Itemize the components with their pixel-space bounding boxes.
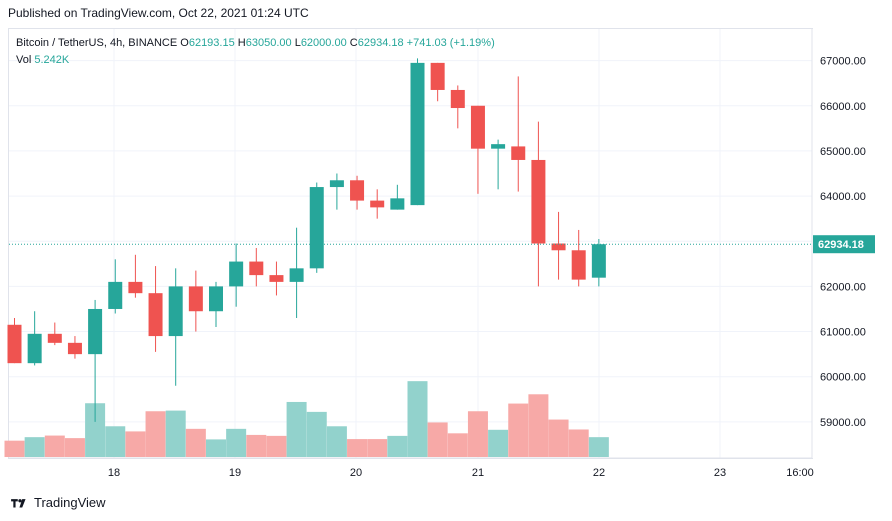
candle-body xyxy=(249,261,264,276)
candle-body xyxy=(47,333,62,343)
y-tick-label: 64000.00 xyxy=(820,191,866,203)
candle-body xyxy=(470,105,485,149)
low-label: L xyxy=(294,37,301,49)
volume-bar xyxy=(407,381,428,457)
candle-body xyxy=(269,275,284,282)
y-tick-label: 61000.00 xyxy=(820,327,866,339)
candle-body xyxy=(390,198,405,210)
candle-body xyxy=(27,333,42,364)
candle-body xyxy=(370,200,385,208)
volume-bar xyxy=(467,411,488,457)
volume-bar xyxy=(286,401,307,457)
volume-row: Vol 5.242K xyxy=(16,52,495,69)
volume-bar xyxy=(326,426,347,457)
footer-brand[interactable]: TradingView xyxy=(10,495,106,510)
candle-body xyxy=(491,144,506,149)
high-label: H xyxy=(237,37,246,49)
volume-bar xyxy=(508,403,529,457)
candle-body xyxy=(88,308,103,355)
candle-body xyxy=(410,62,425,206)
candle-body xyxy=(7,324,22,364)
open-value: 62193.15 xyxy=(188,37,235,49)
candle-body xyxy=(67,342,82,355)
volume-bar xyxy=(64,438,85,457)
volume-bar xyxy=(206,439,226,457)
volume-bar xyxy=(447,433,468,457)
x-tick-label: 18 xyxy=(108,467,120,479)
volume-bar xyxy=(44,435,65,457)
volume-label: Vol xyxy=(16,54,32,66)
y-tick-label: 59000.00 xyxy=(820,417,866,429)
y-tick-label: 60000.00 xyxy=(820,372,866,384)
candle-body xyxy=(209,286,223,312)
volume-bar xyxy=(4,440,25,457)
low-value: 62000.00 xyxy=(300,37,347,49)
volume-bar xyxy=(125,431,146,457)
close-value: 62934.18 xyxy=(357,37,404,49)
candle-body xyxy=(128,281,143,294)
candle-body xyxy=(168,286,183,337)
volume-bar xyxy=(488,429,509,457)
candle-body xyxy=(329,180,344,188)
candle-body xyxy=(188,286,203,312)
volume-bar xyxy=(568,429,589,457)
open-label: O xyxy=(180,37,189,49)
volume-value: 5.242K xyxy=(34,54,70,66)
y-tick-label: 67000.00 xyxy=(820,56,866,68)
volume-bar xyxy=(185,428,206,457)
x-tick-label: 19 xyxy=(229,467,241,479)
y-tick-label: 62000.00 xyxy=(820,281,866,293)
brand-name: TradingView xyxy=(34,495,106,510)
x-tick-label: 21 xyxy=(472,467,484,479)
volume-bar xyxy=(367,439,388,457)
volume-bar xyxy=(387,435,408,457)
price-tag xyxy=(813,235,875,254)
candle-body xyxy=(591,244,606,278)
symbol-label[interactable]: Bitcoin / TetherUS, 4h, BINANCE xyxy=(16,37,178,49)
candle-body xyxy=(108,281,123,309)
volume-bar xyxy=(427,422,448,457)
volume-bar xyxy=(246,434,267,457)
volume-bar xyxy=(85,403,106,457)
volume-bar xyxy=(528,394,549,457)
tradingview-logo-icon xyxy=(11,498,26,507)
volume-bar xyxy=(548,419,569,457)
candle-body xyxy=(531,159,546,244)
volume-bar xyxy=(165,410,186,457)
close-label: C xyxy=(349,37,358,49)
x-tick-label: 16:00 xyxy=(786,467,814,479)
candle-body xyxy=(430,62,445,90)
volume-bar xyxy=(588,437,609,457)
candle-body xyxy=(350,180,365,201)
candle-body xyxy=(229,261,244,287)
candle-body xyxy=(309,187,324,269)
ohlc-row: Bitcoin / TetherUS, 4h, BINANCE O62193.1… xyxy=(16,35,495,52)
volume-bar xyxy=(105,426,126,457)
candle-body xyxy=(571,250,586,280)
published-caption: Published on TradingView.com, Oct 22, 20… xyxy=(8,6,309,20)
volume-bar xyxy=(145,411,166,457)
y-tick-label: 65000.00 xyxy=(820,146,866,158)
candle-body xyxy=(551,243,566,251)
chart-legend: Bitcoin / TetherUS, 4h, BINANCE O62193.1… xyxy=(16,35,495,69)
change-value: +741.03 (+1.19%) xyxy=(406,37,495,49)
x-tick-label: 22 xyxy=(593,467,605,479)
volume-bar xyxy=(306,411,327,457)
volume-bar xyxy=(24,437,45,457)
x-tick-label: 23 xyxy=(714,467,726,479)
candle-body xyxy=(289,268,304,282)
price-tag-label: 62934.18 xyxy=(818,239,864,251)
candle-body xyxy=(148,293,163,337)
candle-body xyxy=(511,146,526,160)
volume-bar xyxy=(226,428,247,457)
y-tick-label: 66000.00 xyxy=(820,101,866,113)
high-value: 63050.00 xyxy=(245,37,292,49)
candle-body xyxy=(450,89,465,109)
x-tick-label: 20 xyxy=(350,467,362,479)
volume-bar xyxy=(347,439,368,457)
volume-bar xyxy=(266,435,287,457)
